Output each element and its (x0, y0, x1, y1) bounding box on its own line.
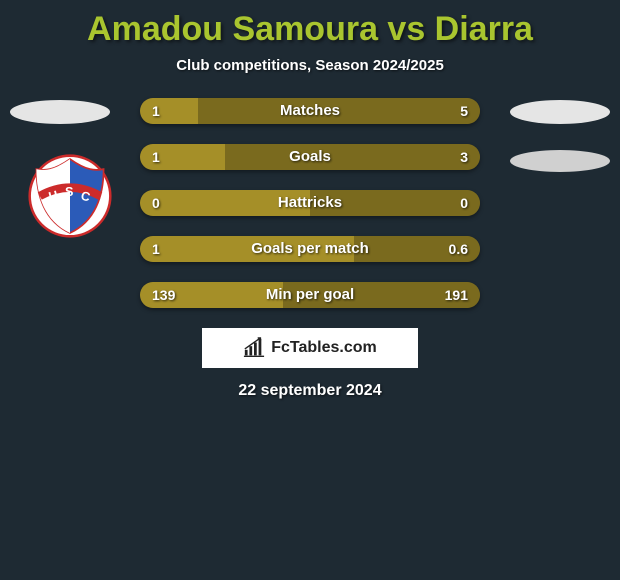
player2-badge-placeholder-2 (510, 150, 610, 172)
bar-chart-icon (243, 337, 265, 359)
stat-value-right: 0.6 (449, 236, 468, 262)
stat-value-left: 1 (152, 236, 160, 262)
branding-text: FcTables.com (271, 339, 377, 357)
page-title: Amadou Samoura vs Diarra (0, 0, 620, 49)
stat-value-right: 0 (460, 190, 468, 216)
stat-value-right: 3 (460, 144, 468, 170)
stat-label: Min per goal (140, 282, 480, 308)
stat-row: Matches1 5 (140, 98, 480, 124)
stat-row: Min per goal139 191 (140, 282, 480, 308)
player2-badge-placeholder-1 (510, 100, 610, 124)
stat-value-right: 191 (445, 282, 468, 308)
date-text: 22 september 2024 (0, 382, 620, 400)
stat-value-left: 139 (152, 282, 175, 308)
stat-bars: Matches15Goals13Hattricks00Goals per mat… (140, 98, 480, 308)
stat-value-right: 5 (460, 98, 468, 124)
stat-value-left: 1 (152, 98, 160, 124)
subtitle: Club competitions, Season 2024/2025 (0, 57, 620, 74)
stat-value-left: 1 (152, 144, 160, 170)
stat-row: Hattricks0 0 (140, 190, 480, 216)
stat-value-left: 0 (152, 190, 160, 216)
stat-label: Goals (140, 144, 480, 170)
stat-row: Goals per match1 0.6 (140, 236, 480, 262)
comparison-panel: U S C Matches15Goals13Hattricks00Goals p… (0, 98, 620, 400)
branding-box: FcTables.com (202, 328, 418, 368)
stat-label: Goals per match (140, 236, 480, 262)
stat-label: Matches (140, 98, 480, 124)
svg-text:S: S (65, 185, 73, 199)
stat-row: Goals1 3 (140, 144, 480, 170)
player1-badge-placeholder (10, 100, 110, 124)
stat-label: Hattricks (140, 190, 480, 216)
club-logo-usc: U S C (28, 154, 112, 238)
